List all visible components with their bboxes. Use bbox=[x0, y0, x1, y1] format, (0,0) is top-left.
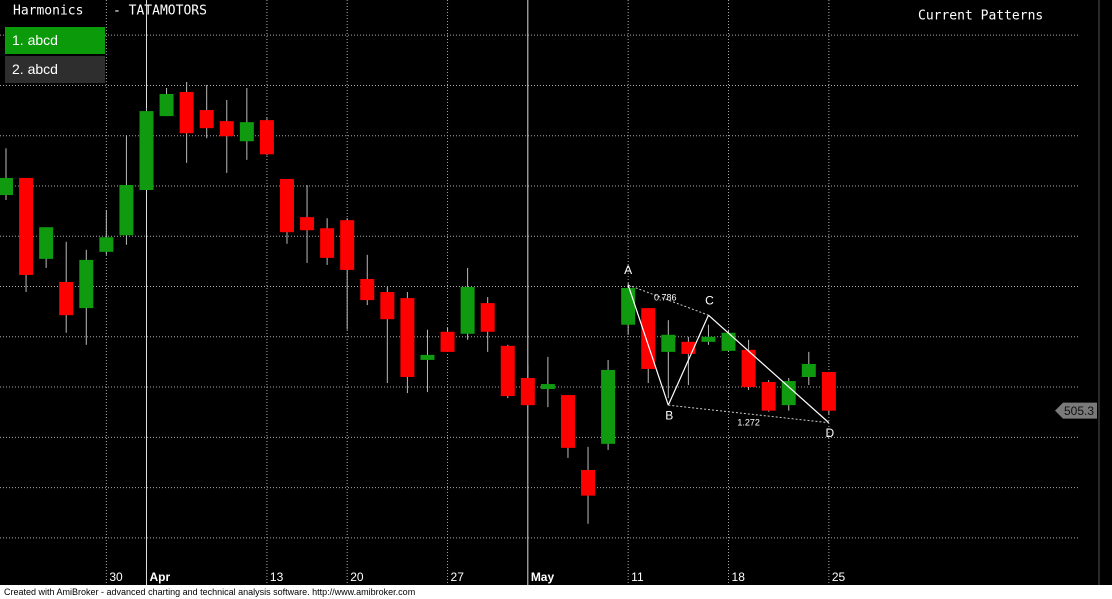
candle-body bbox=[199, 110, 214, 129]
x-tick-label: 30 bbox=[109, 570, 123, 584]
pattern-button[interactable]: 2. abcd bbox=[5, 56, 105, 83]
candle-body bbox=[360, 278, 375, 301]
pattern-leg bbox=[667, 314, 709, 406]
candle-body bbox=[400, 298, 415, 378]
footer: Created with AmiBroker - advanced charti… bbox=[0, 585, 1112, 599]
candle-body bbox=[621, 288, 636, 325]
pattern-ratio-line bbox=[668, 404, 829, 424]
candle-body bbox=[179, 91, 194, 134]
candle-body bbox=[380, 292, 395, 320]
candle-body bbox=[781, 381, 796, 406]
candle-body bbox=[259, 120, 274, 155]
chart: Harmonics - TATAMOTORS Current Patterns … bbox=[0, 0, 1112, 585]
candle-body bbox=[480, 303, 495, 332]
candle-body bbox=[159, 93, 174, 117]
candle-body bbox=[601, 369, 616, 444]
candle-body bbox=[99, 237, 114, 252]
candle-body bbox=[701, 336, 716, 342]
pattern-ratio: 1.272 bbox=[737, 417, 760, 427]
x-tick-label: 25 bbox=[832, 570, 846, 584]
candle-body bbox=[320, 228, 335, 258]
candle-body bbox=[801, 363, 816, 378]
candle-body bbox=[420, 354, 435, 360]
last-value-label: 505.3 bbox=[1064, 404, 1094, 418]
x-tick-label: 13 bbox=[270, 570, 284, 584]
candle-body bbox=[520, 378, 535, 406]
candle-body bbox=[59, 281, 74, 316]
background bbox=[0, 0, 1112, 585]
x-tick-label: 11 bbox=[631, 570, 644, 584]
candle-body bbox=[440, 331, 455, 352]
candle-body bbox=[300, 217, 315, 231]
last-value-tag bbox=[1055, 402, 1097, 419]
candle-body bbox=[761, 382, 776, 411]
x-tick-label: 18 bbox=[732, 570, 746, 584]
candle-body bbox=[119, 184, 134, 236]
candle-body bbox=[39, 227, 54, 259]
pattern-point-label: D bbox=[826, 426, 835, 440]
candle-body bbox=[540, 384, 555, 390]
x-tick-label: 20 bbox=[350, 570, 364, 584]
x-tick-label: 27 bbox=[451, 570, 465, 584]
pattern-leg bbox=[708, 314, 830, 424]
pattern-point-label: A bbox=[624, 263, 632, 277]
candle-body bbox=[721, 332, 736, 351]
candle-body bbox=[500, 345, 515, 397]
pattern-leg bbox=[627, 284, 669, 406]
candle-body bbox=[239, 122, 254, 142]
pattern-ratio: 0.786 bbox=[654, 292, 677, 302]
panel-title: Current Patterns bbox=[918, 9, 1043, 24]
candle-body bbox=[661, 334, 676, 352]
pattern-point-label: C bbox=[705, 293, 714, 307]
chart-title: Harmonics bbox=[13, 4, 83, 19]
candle-body bbox=[581, 469, 596, 496]
candle-body bbox=[79, 259, 94, 309]
candle-body bbox=[821, 371, 836, 411]
candle-body bbox=[219, 121, 234, 137]
candle-body bbox=[19, 177, 34, 275]
candle-body bbox=[340, 220, 355, 270]
candle-body bbox=[741, 349, 756, 388]
x-tick-label: Apr bbox=[149, 570, 170, 584]
candle-body bbox=[279, 178, 294, 233]
pattern-point-label: B bbox=[665, 408, 673, 422]
candle-body bbox=[139, 111, 154, 191]
candle-body bbox=[560, 395, 575, 448]
candle-body bbox=[460, 287, 475, 334]
pattern-button[interactable]: 1. abcd bbox=[5, 27, 105, 54]
candle-body bbox=[0, 177, 13, 196]
chart-subtitle: - TATAMOTORS bbox=[113, 4, 207, 19]
x-tick-label: May bbox=[531, 570, 555, 584]
